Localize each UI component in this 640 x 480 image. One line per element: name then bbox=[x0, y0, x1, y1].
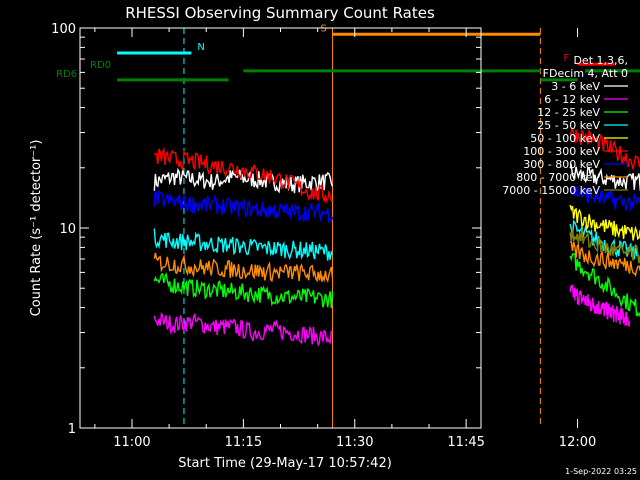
series-line-2-1 bbox=[569, 253, 640, 318]
flag-label-rd6: RD6 bbox=[56, 69, 77, 80]
series-line-6-0 bbox=[153, 189, 334, 224]
series-line-7-0 bbox=[153, 252, 334, 284]
series-line-0-1 bbox=[569, 163, 640, 192]
chart-title: RHESSI Observing Summary Count Rates bbox=[125, 4, 435, 22]
x-tick-label-0: 11:00 bbox=[113, 435, 150, 450]
series-line-0-0 bbox=[153, 167, 334, 194]
series-line-8-0 bbox=[569, 228, 640, 264]
flag-bars: N S F RD0 RD6 bbox=[56, 23, 640, 428]
legend-label-8: 7000 - 15000 keV bbox=[502, 184, 600, 197]
x-tick-label-1: 11:15 bbox=[225, 435, 262, 450]
series-line-4-0 bbox=[569, 204, 640, 241]
legend-header-0: Det 1,3,6, bbox=[573, 54, 628, 67]
legend-label-4: 50 - 100 keV bbox=[530, 132, 600, 145]
series-line-1-0 bbox=[153, 311, 333, 348]
legend-label-5: 100 - 300 keV bbox=[523, 145, 600, 158]
flag-label-f: F bbox=[564, 53, 570, 64]
x-tick-label-3: 11:45 bbox=[447, 435, 484, 450]
y-tick-label-1: 10 bbox=[59, 222, 76, 237]
y-axis-label: Count Rate (s⁻¹ detector⁻¹) bbox=[29, 140, 44, 317]
legend-label-7: 800 - 7000 keV bbox=[516, 171, 600, 184]
legend-label-1: 6 - 12 keV bbox=[544, 93, 600, 106]
y-tick-label-0: 1 bbox=[68, 422, 76, 437]
series-group bbox=[153, 127, 640, 348]
y-tick-label-2: 100 bbox=[51, 22, 76, 37]
legend-label-2: 12 - 25 keV bbox=[537, 106, 600, 119]
legend-label-3: 25 - 50 keV bbox=[537, 119, 600, 132]
date-stamp: 1-Sep-2022 03:25 bbox=[565, 467, 637, 476]
flag-label-n: N bbox=[197, 42, 204, 53]
series-line-2-0 bbox=[153, 271, 334, 309]
series-line-5-1 bbox=[569, 127, 640, 170]
x-tick-label-2: 11:30 bbox=[336, 435, 373, 450]
legend-label-6: 300 - 800 keV bbox=[523, 158, 600, 171]
x-axis-label: Start Time (29-May-17 10:57:42) bbox=[178, 456, 392, 471]
series-line-5-0 bbox=[153, 146, 333, 204]
series-line-1-1 bbox=[569, 284, 631, 327]
legend-header-1: FDecim 4, Att 0 bbox=[543, 67, 628, 80]
flag-label-rd0: RD0 bbox=[90, 60, 111, 71]
flag-label-s: S bbox=[320, 23, 326, 34]
y-axis: 1 10 100 bbox=[51, 22, 481, 437]
series-line-3-0 bbox=[153, 228, 334, 261]
legend-label-0: 3 - 6 keV bbox=[551, 80, 600, 93]
series-line-6-1 bbox=[569, 184, 640, 211]
series-line-7-1 bbox=[569, 240, 640, 277]
x-tick-label-4: 12:00 bbox=[559, 435, 596, 450]
